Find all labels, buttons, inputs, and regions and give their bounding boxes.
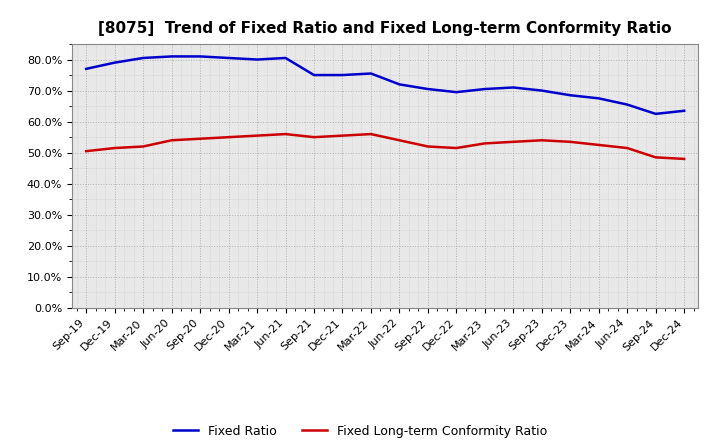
Fixed Ratio xyxy=(452,89,461,95)
Fixed Ratio xyxy=(623,102,631,107)
Fixed Ratio xyxy=(167,54,176,59)
Fixed Ratio xyxy=(423,86,432,92)
Fixed Long-term Conformity Ratio xyxy=(595,142,603,147)
Fixed Long-term Conformity Ratio xyxy=(452,145,461,150)
Fixed Ratio xyxy=(196,54,204,59)
Fixed Long-term Conformity Ratio xyxy=(566,139,575,144)
Fixed Long-term Conformity Ratio xyxy=(366,132,375,137)
Fixed Long-term Conformity Ratio xyxy=(139,144,148,149)
Fixed Long-term Conformity Ratio xyxy=(282,132,290,137)
Fixed Long-term Conformity Ratio xyxy=(537,138,546,143)
Legend: Fixed Ratio, Fixed Long-term Conformity Ratio: Fixed Ratio, Fixed Long-term Conformity … xyxy=(168,420,552,440)
Fixed Long-term Conformity Ratio xyxy=(423,144,432,149)
Fixed Ratio xyxy=(537,88,546,93)
Fixed Long-term Conformity Ratio xyxy=(338,133,347,138)
Fixed Long-term Conformity Ratio xyxy=(652,155,660,160)
Fixed Ratio xyxy=(509,85,518,90)
Fixed Ratio xyxy=(480,86,489,92)
Fixed Long-term Conformity Ratio xyxy=(310,135,318,140)
Fixed Ratio xyxy=(282,55,290,61)
Fixed Long-term Conformity Ratio xyxy=(395,138,404,143)
Fixed Long-term Conformity Ratio xyxy=(509,139,518,144)
Fixed Long-term Conformity Ratio xyxy=(167,138,176,143)
Fixed Long-term Conformity Ratio xyxy=(623,145,631,150)
Fixed Ratio xyxy=(310,73,318,78)
Fixed Ratio xyxy=(366,71,375,76)
Line: Fixed Ratio: Fixed Ratio xyxy=(86,56,684,114)
Fixed Ratio xyxy=(225,55,233,61)
Fixed Long-term Conformity Ratio xyxy=(480,141,489,146)
Fixed Ratio xyxy=(110,60,119,65)
Fixed Long-term Conformity Ratio xyxy=(253,133,261,138)
Fixed Long-term Conformity Ratio xyxy=(110,145,119,150)
Fixed Ratio xyxy=(595,96,603,101)
Fixed Long-term Conformity Ratio xyxy=(680,156,688,161)
Fixed Ratio xyxy=(253,57,261,62)
Fixed Ratio xyxy=(139,55,148,61)
Fixed Long-term Conformity Ratio xyxy=(225,135,233,140)
Fixed Ratio xyxy=(680,108,688,114)
Title: [8075]  Trend of Fixed Ratio and Fixed Long-term Conformity Ratio: [8075] Trend of Fixed Ratio and Fixed Lo… xyxy=(99,21,672,36)
Line: Fixed Long-term Conformity Ratio: Fixed Long-term Conformity Ratio xyxy=(86,134,684,159)
Fixed Ratio xyxy=(395,82,404,87)
Fixed Ratio xyxy=(338,73,347,78)
Fixed Long-term Conformity Ratio xyxy=(82,149,91,154)
Fixed Long-term Conformity Ratio xyxy=(196,136,204,141)
Fixed Ratio xyxy=(652,111,660,117)
Fixed Ratio xyxy=(82,66,91,71)
Fixed Ratio xyxy=(566,92,575,98)
